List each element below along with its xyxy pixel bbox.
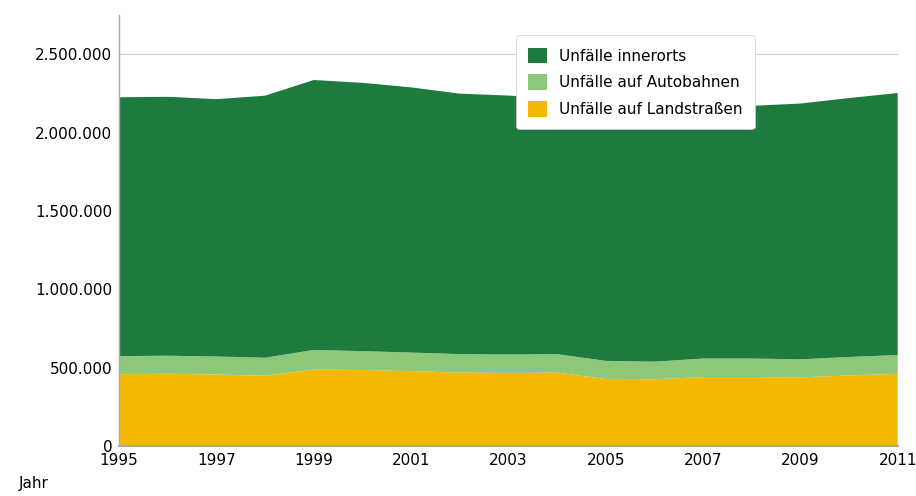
Text: Jahr: Jahr [18, 476, 49, 491]
Legend: Unfälle innerorts, Unfälle auf Autobahnen, Unfälle auf Landstraßen: Unfälle innerorts, Unfälle auf Autobahne… [516, 36, 755, 129]
